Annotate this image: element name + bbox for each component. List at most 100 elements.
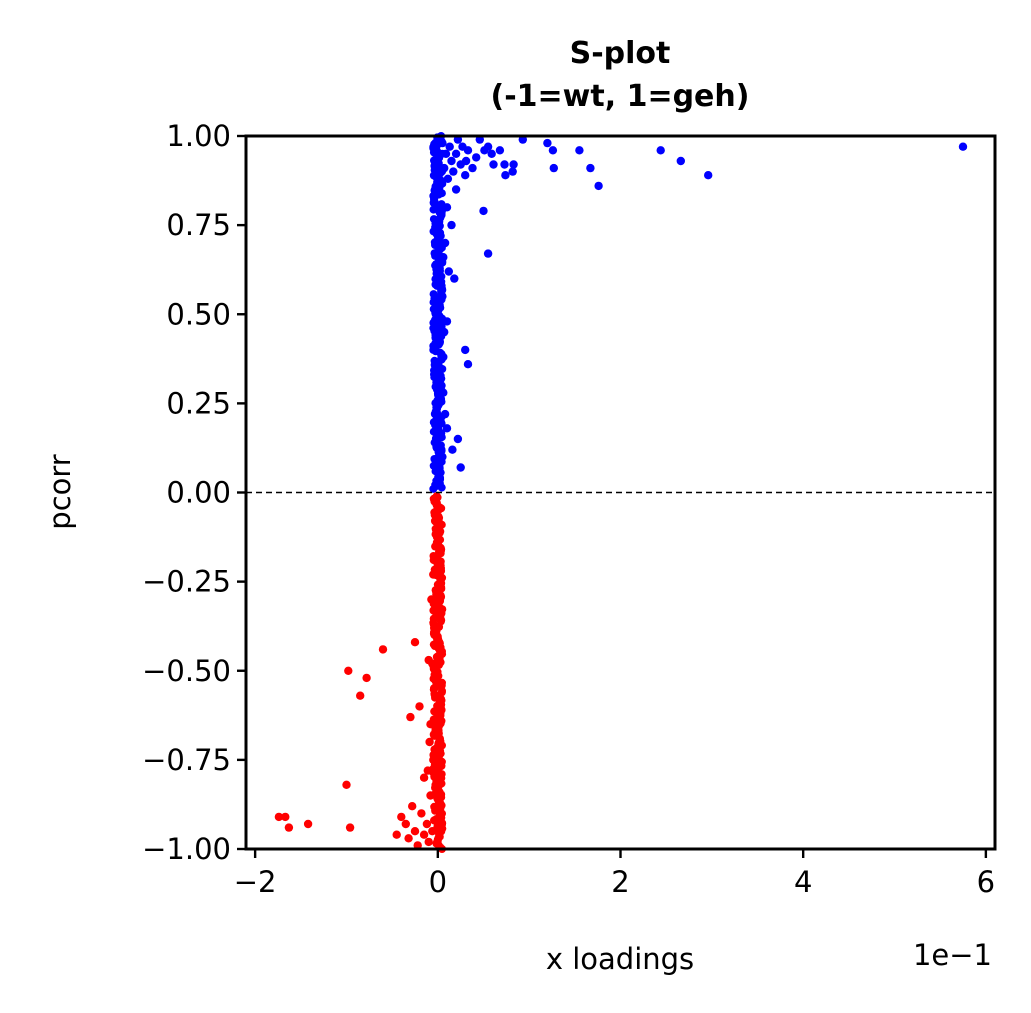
data-point bbox=[437, 281, 446, 290]
data-point bbox=[508, 167, 517, 176]
data-point bbox=[419, 773, 429, 782]
data-point bbox=[549, 163, 558, 173]
data-point bbox=[447, 220, 456, 230]
y-tick-label: 0.00 bbox=[166, 476, 231, 510]
data-point bbox=[430, 516, 440, 526]
data-point bbox=[463, 360, 473, 369]
data-point bbox=[445, 142, 454, 151]
ticks-layer: −2 0 2 4 6 −1.00 −0.75 −0.50 −0.25 0.00 0.25 0.50 0.… bbox=[142, 119, 995, 899]
data-point bbox=[356, 691, 365, 700]
data-point bbox=[436, 231, 445, 240]
y-tick-label: 1.00 bbox=[166, 119, 231, 153]
data-point bbox=[453, 434, 463, 444]
data-point bbox=[342, 780, 351, 789]
data-point bbox=[487, 149, 496, 158]
data-point bbox=[442, 203, 452, 212]
data-point bbox=[423, 766, 432, 775]
data-point bbox=[438, 292, 447, 301]
data-point bbox=[431, 541, 441, 551]
data-point bbox=[451, 149, 461, 158]
x-axis-label: x loadings bbox=[546, 942, 694, 976]
data-point bbox=[456, 463, 465, 472]
data-point bbox=[501, 171, 510, 180]
y-tick-label: −0.75 bbox=[142, 743, 231, 777]
data-point bbox=[429, 290, 438, 299]
data-point bbox=[429, 755, 438, 765]
data-point bbox=[509, 160, 518, 169]
data-point bbox=[442, 424, 452, 433]
data-point bbox=[440, 163, 449, 173]
data-point bbox=[429, 215, 438, 224]
data-point bbox=[594, 181, 603, 191]
data-point bbox=[461, 345, 470, 355]
data-point bbox=[426, 720, 435, 729]
data-point bbox=[472, 153, 481, 162]
data-point bbox=[444, 267, 453, 276]
x-tick-label: 4 bbox=[794, 865, 812, 899]
data-point bbox=[442, 317, 452, 326]
chart-subtitle: (-1=wt, 1=geh) bbox=[491, 79, 750, 114]
data-point bbox=[443, 174, 453, 183]
data-point bbox=[704, 171, 713, 180]
data-point bbox=[468, 163, 477, 173]
data-point bbox=[489, 160, 498, 169]
y-tick-label: −0.25 bbox=[142, 565, 231, 599]
data-point bbox=[479, 206, 488, 216]
data-point bbox=[483, 249, 493, 258]
data-point bbox=[586, 163, 595, 173]
data-point bbox=[440, 238, 450, 248]
data-point bbox=[281, 812, 290, 822]
data-point bbox=[362, 673, 371, 683]
data-point bbox=[410, 827, 420, 836]
data-point bbox=[461, 171, 470, 180]
data-point bbox=[415, 702, 424, 711]
x-tick-label: 6 bbox=[977, 865, 995, 899]
data-point bbox=[429, 305, 438, 314]
data-point bbox=[543, 138, 552, 148]
data-point bbox=[458, 142, 467, 151]
data-point bbox=[424, 837, 433, 847]
data-point bbox=[438, 138, 447, 148]
data-point bbox=[439, 352, 448, 362]
data-point bbox=[435, 188, 444, 198]
data-point bbox=[401, 819, 410, 829]
data-point bbox=[676, 156, 685, 166]
plot-frame bbox=[244, 134, 997, 851]
y-axis-label: pcorr bbox=[43, 454, 77, 530]
data-point bbox=[448, 445, 457, 454]
x-tick-label: 2 bbox=[611, 865, 629, 899]
data-point bbox=[438, 452, 447, 461]
data-point bbox=[392, 830, 401, 839]
data-point bbox=[274, 812, 284, 822]
data-point bbox=[548, 146, 558, 155]
y-tick-label: 0.50 bbox=[166, 297, 231, 331]
data-point bbox=[438, 678, 446, 687]
data-point bbox=[429, 570, 438, 579]
data-point bbox=[437, 381, 446, 390]
data-point bbox=[430, 684, 439, 693]
data-point bbox=[451, 185, 461, 194]
data-point bbox=[410, 638, 420, 647]
data-point bbox=[480, 146, 489, 155]
data-point bbox=[435, 338, 444, 347]
series-1 bbox=[274, 492, 447, 853]
series-0 bbox=[429, 132, 968, 493]
data-point bbox=[425, 737, 434, 747]
data-point bbox=[397, 812, 406, 822]
data-point bbox=[430, 623, 439, 633]
data-point bbox=[450, 274, 459, 283]
data-point bbox=[303, 819, 313, 829]
data-point bbox=[284, 823, 294, 832]
x-axis-offset-label: 1e−1 bbox=[913, 938, 992, 972]
data-point bbox=[345, 823, 355, 832]
data-point bbox=[436, 417, 445, 426]
data-point bbox=[408, 802, 417, 811]
data-point bbox=[958, 142, 968, 151]
x-tick-label: −2 bbox=[234, 865, 277, 899]
data-point bbox=[426, 791, 435, 800]
data-point bbox=[447, 156, 456, 166]
data-point bbox=[430, 356, 439, 365]
data-point bbox=[495, 146, 505, 155]
data-point bbox=[500, 160, 509, 169]
